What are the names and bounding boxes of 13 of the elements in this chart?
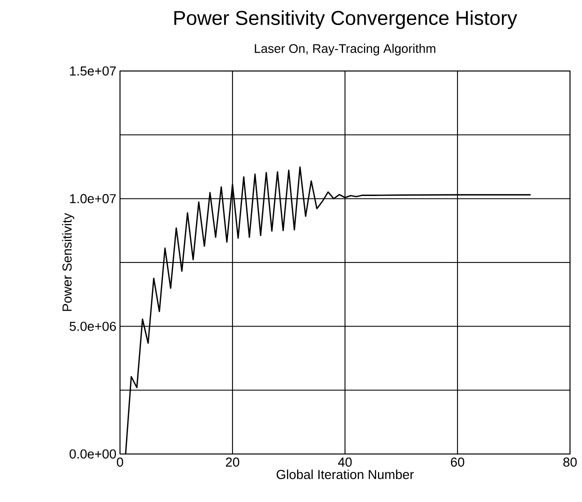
x-axis-title: Global Iteration Number	[276, 470, 414, 480]
y-tick-label: 1.0e+07	[70, 194, 116, 204]
x-tick-label: 0	[116, 458, 124, 467]
y-tick-label: 1.5e+07	[70, 66, 116, 76]
x-tick-label: 80	[563, 458, 577, 467]
chart-subtitle: Laser On, Ray-Tracing Algorithm	[254, 44, 436, 56]
y-tick-label: 5.0e+06	[70, 322, 116, 331]
x-tick-label: 40	[338, 458, 352, 467]
y-axis-title: Power Sensitivity	[62, 213, 74, 311]
y-tick-label: 0.0e+00	[70, 449, 116, 459]
chart-title: Power Sensitivity Convergence History	[174, 10, 518, 30]
x-tick-label: 60	[450, 458, 464, 467]
x-tick-label: 20	[226, 458, 240, 467]
